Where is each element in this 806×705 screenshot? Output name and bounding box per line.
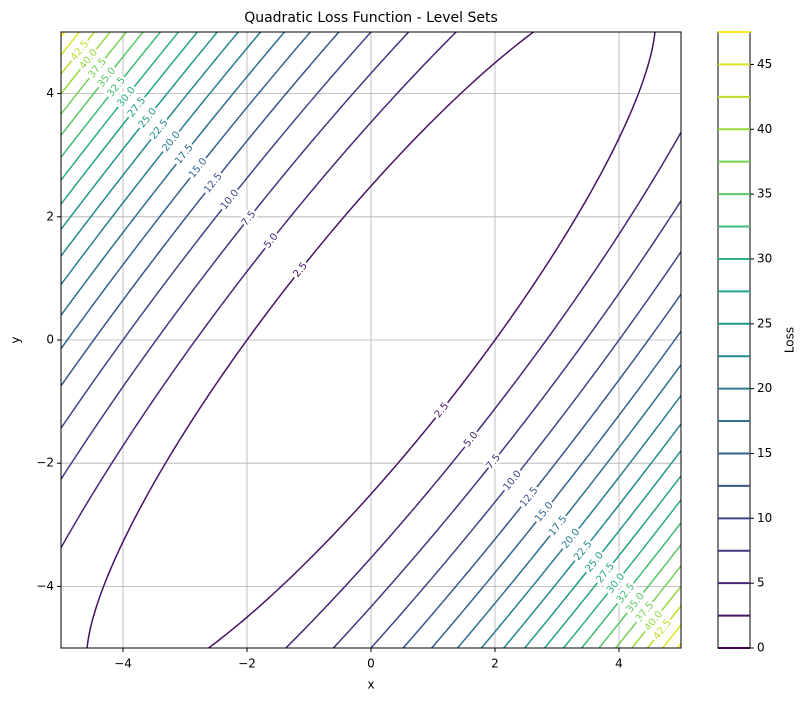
contour-label: 10.0 bbox=[501, 469, 523, 493]
x-axis-label: x bbox=[367, 678, 374, 692]
contour-label: 10.0 bbox=[219, 188, 241, 212]
colorbar-frame bbox=[717, 31, 751, 649]
y-tick-label: −4 bbox=[36, 579, 54, 593]
colorbar-label: Loss bbox=[783, 327, 797, 353]
grid bbox=[61, 32, 681, 648]
colorbar-tick-label: 5 bbox=[757, 576, 765, 590]
contour-label: 20.0 bbox=[160, 130, 182, 154]
y-tick-label: 4 bbox=[46, 86, 54, 100]
contour-label: 12.5 bbox=[518, 485, 540, 509]
y-tick-label: 2 bbox=[46, 209, 54, 223]
contour-line bbox=[86, 32, 656, 648]
y-axis-label: y bbox=[9, 336, 23, 343]
x-tick-label: −4 bbox=[114, 657, 132, 671]
colorbar-tick-label: 30 bbox=[757, 251, 772, 265]
colorbar-tick-label: 10 bbox=[757, 511, 772, 525]
contour-label: 17.5 bbox=[173, 142, 195, 166]
colorbar-tick-label: 40 bbox=[757, 122, 772, 136]
contour-label: 15.0 bbox=[187, 156, 209, 180]
colorbar-tick-label: 35 bbox=[757, 187, 772, 201]
contour-label: 17.5 bbox=[547, 514, 569, 538]
y-tick-label: 0 bbox=[46, 333, 54, 347]
contour-label: 15.0 bbox=[533, 500, 555, 524]
chart-title: Quadratic Loss Function - Level Sets bbox=[244, 10, 498, 26]
colorbar-tick-label: 15 bbox=[757, 446, 772, 460]
colorbar-tick-label: 0 bbox=[757, 641, 765, 655]
x-tick-label: 2 bbox=[491, 657, 499, 671]
x-tick-label: 0 bbox=[367, 657, 375, 671]
colorbar-tick-label: 20 bbox=[757, 381, 772, 395]
contour-label: 12.5 bbox=[202, 171, 224, 195]
x-tick-label: 4 bbox=[615, 657, 623, 671]
colorbar-tick-label: 45 bbox=[757, 57, 772, 71]
contour-line bbox=[61, 32, 681, 648]
x-tick-label: −2 bbox=[238, 657, 256, 671]
colorbar-tick-label: 25 bbox=[757, 316, 772, 330]
y-tick-label: −2 bbox=[36, 456, 54, 470]
